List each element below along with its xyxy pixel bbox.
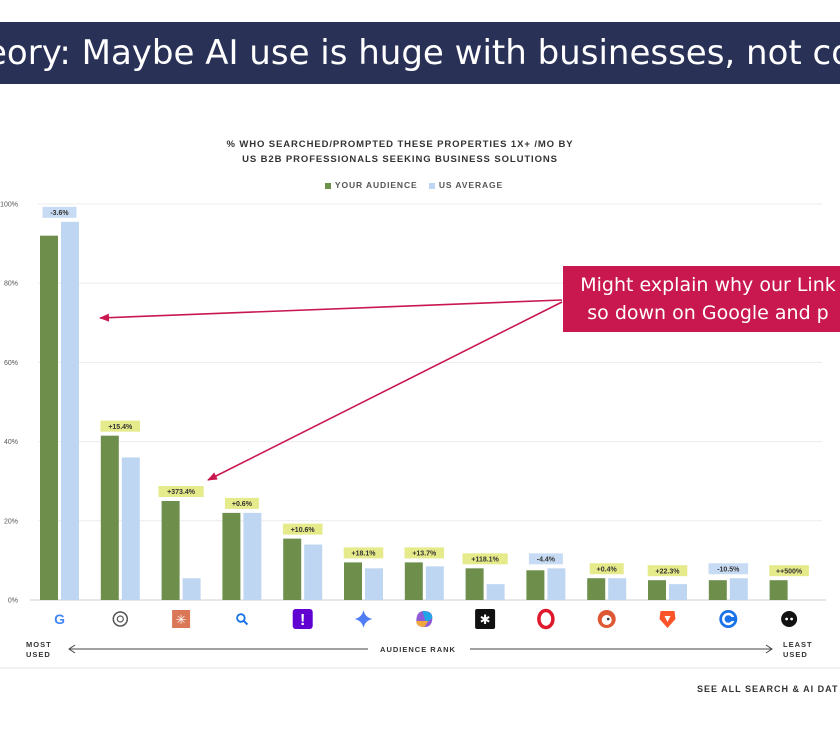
callout-arrow-google — [99, 299, 563, 322]
legend-swatch-your-audience — [324, 182, 331, 189]
bar-us-average — [425, 566, 444, 600]
duckduckgo-icon — [597, 610, 616, 628]
rank-arrow-head-left — [68, 644, 76, 654]
y-tick-label: 0% — [8, 598, 18, 605]
x-axis-right-label: USED — [783, 650, 808, 659]
gemini-icon — [354, 610, 373, 628]
x-axis-left-label: USED — [26, 650, 51, 659]
bar-your-audience — [708, 580, 727, 600]
data-label: ++500% — [776, 568, 803, 575]
chart-title-line-2: US B2B PROFESSIONALS SEEKING BUSINESS SO… — [242, 154, 558, 165]
see-all-link[interactable]: SEE ALL SEARCH & AI DAT — [697, 684, 839, 694]
data-label-bg — [404, 547, 445, 559]
bar-your-audience — [222, 512, 241, 600]
callout-line-1: Might explain why our Link — [580, 274, 836, 296]
data-label-bg — [343, 547, 384, 559]
callout-arrow-claude — [207, 301, 563, 481]
callout-line-2: so down on Google and p — [587, 302, 829, 324]
data-label: -4.4% — [537, 557, 556, 564]
chatgpt-icon — [112, 611, 129, 627]
data-label: -10.5% — [717, 566, 740, 573]
data-label: +13.7% — [412, 551, 437, 558]
x-axis-left-label: MOST — [26, 640, 52, 649]
bar-your-audience — [587, 578, 606, 600]
bar-your-audience — [465, 568, 484, 600]
bar-us-average — [486, 584, 505, 600]
data-label-bg — [282, 523, 323, 535]
bar-us-average — [304, 544, 323, 600]
bar-your-audience — [344, 562, 362, 600]
bar-us-average — [121, 457, 140, 600]
bar-us-average — [182, 578, 201, 600]
y-tick-label: 100% — [0, 202, 18, 209]
y-tick-label: 40% — [4, 439, 18, 446]
bar-us-average — [243, 512, 262, 600]
claude-icon: ✳ — [172, 610, 191, 628]
y-tick-label: 60% — [4, 360, 18, 367]
data-label: +22.3% — [656, 568, 681, 575]
data-label: +10.6% — [291, 527, 316, 534]
data-label-bg — [708, 563, 749, 575]
perplexity-icon: ✱ — [475, 609, 496, 629]
bar-your-audience — [161, 501, 180, 600]
yahoo-icon: ! — [292, 609, 313, 629]
data-label-bg — [647, 565, 688, 577]
data-label: +118.1% — [471, 557, 499, 564]
search-icon — [236, 613, 249, 626]
svg-text:✳: ✳ — [176, 612, 187, 627]
x-axis-center-label: AUDIENCE RANK — [380, 645, 456, 654]
data-label: +15.4% — [108, 424, 133, 431]
data-label-bg — [100, 420, 141, 432]
bar-us-average — [365, 568, 383, 600]
bar-your-audience — [404, 562, 423, 600]
svg-text:✱: ✱ — [480, 612, 491, 627]
y-tick-label: 80% — [4, 281, 18, 288]
data-label-bg — [589, 563, 624, 575]
bar-us-average — [669, 584, 687, 600]
bar-us-average — [61, 221, 79, 600]
callout-box: Might explain why our Link so down on Go… — [563, 266, 840, 332]
bar-your-audience — [40, 235, 58, 600]
y-tick-label: 20% — [4, 518, 18, 525]
legend-your-audience: YOUR AUDIENCE — [334, 180, 418, 190]
rank-arrow-head-right — [765, 644, 773, 654]
bar-your-audience — [769, 580, 788, 600]
x-axis-right-label: LEAST — [783, 640, 813, 649]
chart-title: % WHO SEARCHED/PROMPTED THESE PROPERTIES… — [140, 137, 660, 167]
data-label-bg — [42, 206, 77, 218]
bar-your-audience — [648, 580, 666, 600]
data-label: +373.4% — [167, 489, 196, 496]
opera-icon — [537, 608, 555, 630]
ecosia-icon — [719, 610, 738, 628]
legend-swatch-us-average — [428, 182, 435, 189]
bar-us-average — [729, 578, 748, 600]
legend-us-average: US AVERAGE — [438, 180, 504, 190]
bar-your-audience — [100, 435, 119, 600]
svg-text:G: G — [54, 611, 65, 627]
data-label: +0.6% — [232, 501, 253, 508]
copilot-icon — [416, 611, 433, 627]
chart-title-line-1: % WHO SEARCHED/PROMPTED THESE PROPERTIES… — [226, 139, 574, 150]
data-label: +0.4% — [597, 566, 618, 573]
slide-title: eory: Maybe AI use is huge with business… — [0, 22, 840, 84]
bar-your-audience — [283, 538, 302, 600]
google-icon: G — [54, 611, 65, 627]
data-label-bg — [528, 553, 563, 565]
chart-legend: YOUR AUDIENCE US AVERAGE — [250, 180, 570, 190]
data-label: +18.1% — [352, 551, 377, 558]
data-label-bg — [462, 553, 508, 565]
data-label-bg — [224, 497, 259, 509]
data-label-bg — [769, 565, 809, 577]
bar-us-average — [547, 568, 566, 600]
data-label-bg — [158, 486, 204, 497]
brave-icon — [659, 611, 676, 628]
meta-ai-icon — [781, 611, 798, 627]
svg-text:!: ! — [300, 612, 305, 629]
bar-your-audience — [526, 570, 545, 600]
bar-us-average — [608, 578, 627, 600]
data-label: -3.6% — [50, 210, 69, 217]
